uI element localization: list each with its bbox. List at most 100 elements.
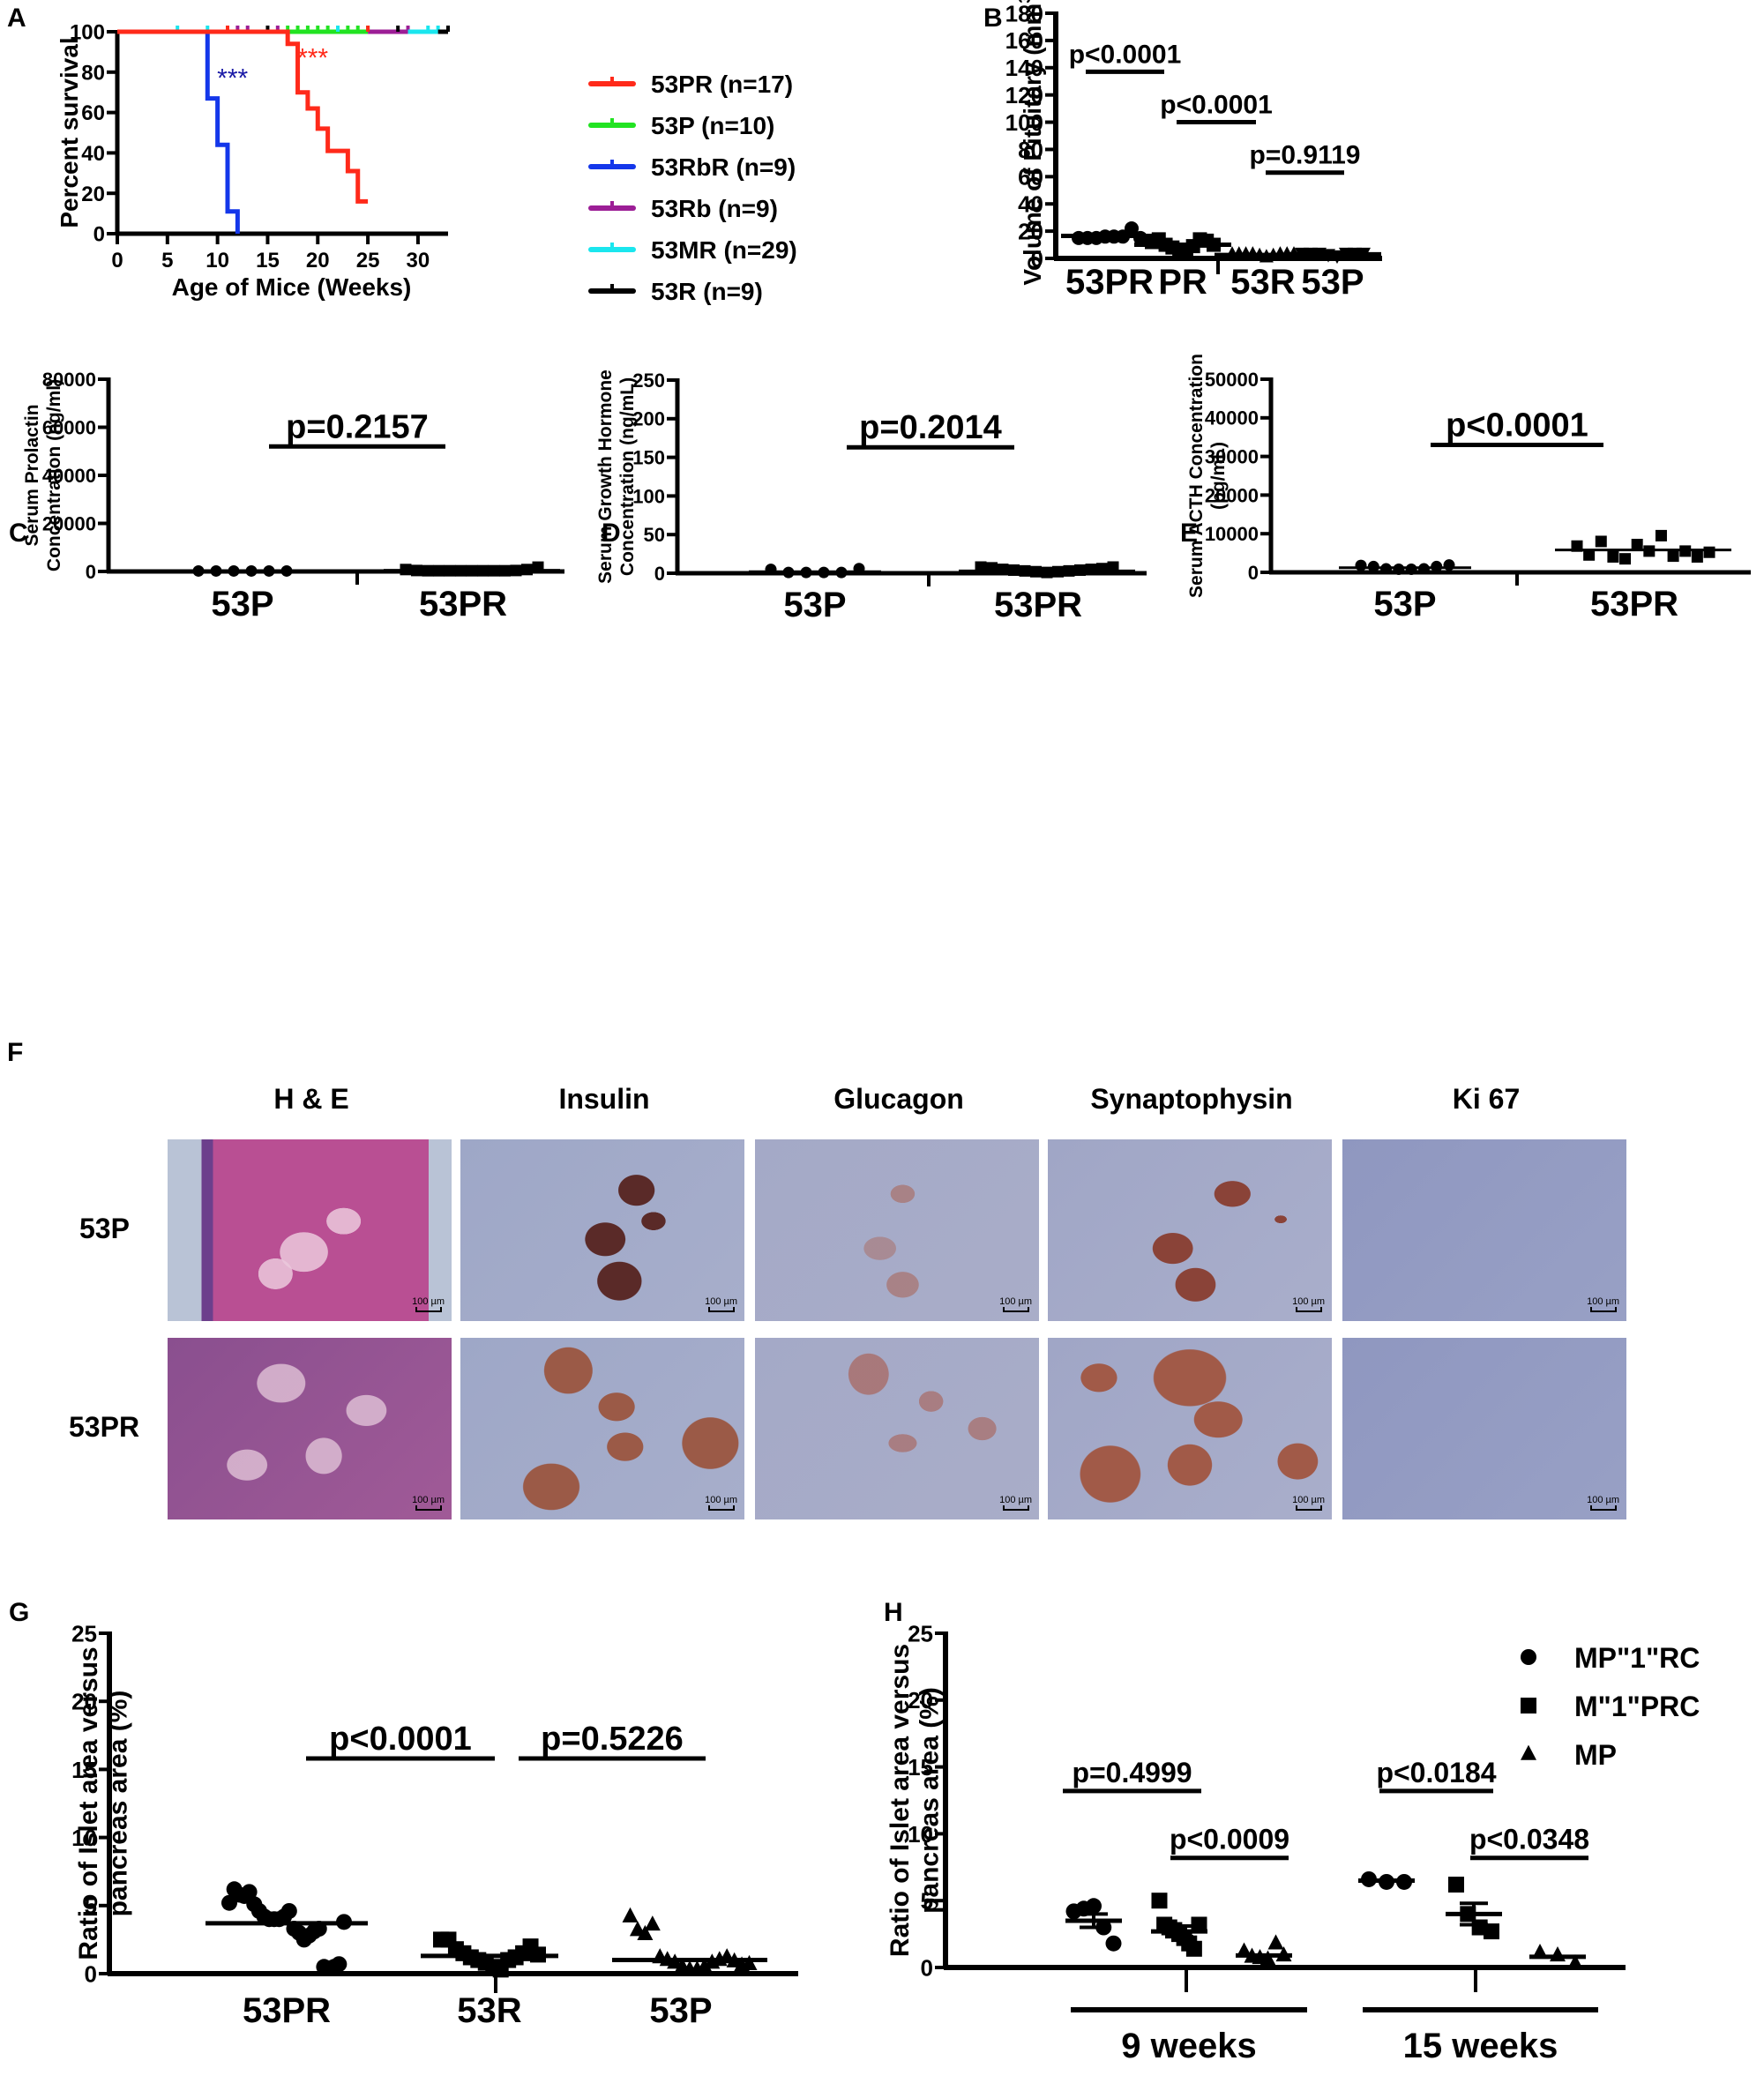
svg-text:MP: MP [1574, 1739, 1617, 1771]
y-tick-label: 40 [1018, 191, 1043, 218]
legend-item: 53PR (n=17) [588, 71, 793, 98]
x-tick-label: 10 [206, 249, 229, 273]
legend-item: MP"1"RC [1521, 1642, 1700, 1674]
y-tick-label: 5 [921, 1888, 933, 1915]
data-group [1061, 221, 1158, 245]
histology-image-53pr-synaptophysin: 100 µm [1048, 1338, 1332, 1519]
legend-item: 53RbR (n=9) [588, 153, 796, 181]
y-tick-label: 20 [1018, 218, 1043, 244]
y-tick-label: 100 [70, 21, 105, 45]
y-tick-label: 40000 [42, 465, 96, 487]
data-group [959, 561, 1135, 579]
scale-bar-label: 100 µm [999, 1296, 1032, 1307]
data-group [176, 564, 309, 577]
y-tick-label: 60 [81, 101, 105, 125]
x-tick-label: 30 [407, 249, 430, 273]
scale-bar-label: 100 µm [1587, 1495, 1619, 1505]
legend-item: 53R (n=9) [588, 278, 763, 305]
x-category-label: 53PR [1590, 585, 1678, 623]
svg-text:53RbR (n=9): 53RbR (n=9) [651, 153, 796, 181]
p-value-label: p=0.4999 [1072, 1757, 1192, 1788]
y-tick-label: 80000 [42, 369, 96, 391]
panel-letter-f: F [7, 1038, 24, 1067]
histology-image-53pr-glucagon: 100 µm [755, 1338, 1039, 1519]
histology-image-53p-h-e: 100 µm [168, 1139, 452, 1321]
data-group [1284, 247, 1381, 265]
y-tick-label: 100 [632, 485, 665, 507]
y-tick-label: 40000 [1205, 407, 1259, 429]
y-tick-label: 0 [93, 223, 105, 247]
y-tick-label: 10000 [1205, 523, 1259, 545]
data-group [384, 561, 560, 577]
x-category-label: 53PR [419, 585, 507, 623]
y-tick-label: 100 [1005, 109, 1043, 136]
histology-column-title: Ki 67 [1452, 1083, 1521, 1115]
y-axis-label: Ratio of Islet area versuspancreas area … [886, 1644, 945, 1957]
survival-curve [265, 26, 450, 34]
y-tick-label: 20000 [1205, 484, 1259, 506]
x-category-label: 9 weeks [1121, 2027, 1256, 2065]
legend-item: 53Rb (n=9) [588, 195, 778, 222]
svg-text:53R (n=9): 53R (n=9) [651, 278, 763, 305]
p-value-label: p<0.0001 [329, 1721, 472, 1758]
scale-bar: 100 µm [412, 1296, 445, 1312]
p-value-label: p=0.5226 [541, 1721, 684, 1758]
y-tick-label: 0 [1248, 562, 1259, 584]
data-group [612, 1907, 767, 1976]
y-tick-label: 10 [908, 1821, 933, 1848]
svg-text:MP"1"RC: MP"1"RC [1574, 1642, 1700, 1674]
significance-asterisks: *** [297, 43, 328, 72]
svg-text:53PR (n=17): 53PR (n=17) [651, 71, 793, 98]
scale-bar-label: 100 µm [705, 1296, 737, 1307]
x-category-label: 53PR [994, 586, 1082, 624]
p-value-label: p=0.9119 [1250, 141, 1361, 170]
x-category-label: 53P [783, 586, 846, 624]
y-tick-label: 40 [81, 142, 105, 166]
panel-letter-d: D [602, 519, 621, 548]
x-category-label: 53R [457, 1991, 521, 2030]
scale-bar: 100 µm [412, 1495, 445, 1511]
y-tick-label: 150 [632, 447, 665, 469]
data-group [1446, 1877, 1502, 1940]
p-value-label: p<0.0184 [1376, 1757, 1496, 1788]
scale-bar-label: 100 µm [1292, 1296, 1325, 1307]
y-tick-label: 80 [1018, 137, 1043, 163]
scale-bar-label: 100 µm [999, 1495, 1032, 1505]
y-tick-label: 0 [86, 561, 96, 583]
panel-letter-c: C [9, 519, 28, 548]
significance-asterisks: *** [217, 63, 248, 93]
y-tick-label: 0 [654, 563, 665, 585]
scale-bar: 100 µm [1292, 1495, 1325, 1511]
y-tick-label: 80 [81, 61, 105, 85]
y-tick-label: 250 [632, 370, 665, 392]
x-category-label: 53PR [243, 1991, 331, 2030]
y-tick-label: 60 [1018, 164, 1043, 190]
y-tick-label: 140 [1005, 55, 1043, 81]
scale-bar: 100 µm [705, 1495, 737, 1511]
x-category-label: PR [1158, 263, 1207, 302]
x-category-label: 53R [1230, 263, 1295, 302]
y-tick-label: 25 [908, 1620, 933, 1646]
scale-bar-label: 100 µm [412, 1296, 445, 1307]
survival-curve [117, 29, 240, 234]
scale-bar: 100 µm [999, 1296, 1032, 1312]
x-axis-label: Age of Mice (Weeks) [172, 273, 412, 301]
data-group [206, 1881, 368, 1976]
legend-item: 53P (n=10) [588, 112, 774, 139]
histology-image-53pr-insulin: 100 µm [460, 1338, 744, 1519]
x-category-label: 53P [1373, 585, 1436, 623]
panel-letter-g: G [9, 1598, 30, 1627]
data-group [1555, 529, 1731, 565]
histology-image-53pr-h-e: 100 µm [168, 1338, 452, 1519]
svg-text:53MR (n=29): 53MR (n=29) [651, 236, 797, 264]
y-tick-label: 20000 [42, 512, 96, 534]
y-tick-label: 15 [908, 1754, 933, 1781]
y-axis-label: Volume of Pituitary (mm3) [1016, 0, 1046, 286]
y-tick-label: 20 [908, 1687, 933, 1713]
